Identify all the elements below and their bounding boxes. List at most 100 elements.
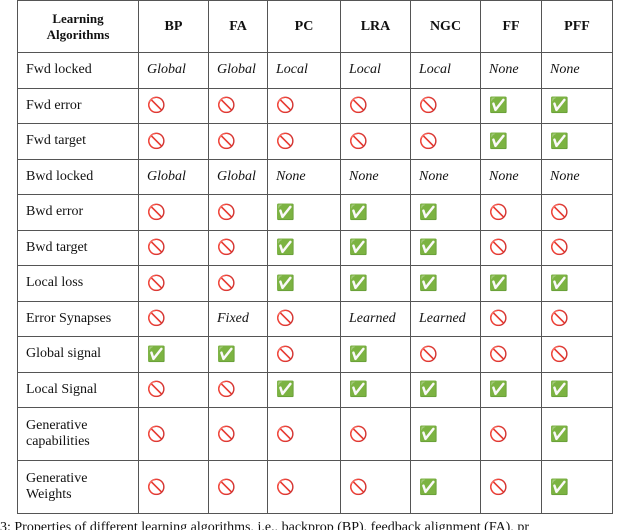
cell-icon: 🚫 xyxy=(138,194,209,231)
row-label: Bwd locked xyxy=(17,158,139,195)
header-cell: FF xyxy=(480,0,542,53)
cell-text: Learned xyxy=(340,300,411,337)
row-label: Generative Weights xyxy=(17,460,139,514)
cell-icon: 🚫 xyxy=(410,123,481,160)
cell-icon: ✅ xyxy=(410,460,481,514)
cell-icon: 🚫 xyxy=(267,300,341,337)
cell-icon: 🚫 xyxy=(138,300,209,337)
cell-icon: 🚫 xyxy=(340,87,411,124)
cell-icon: 🚫 xyxy=(138,87,209,124)
cell-text: Learned xyxy=(410,300,481,337)
row-label: Local loss xyxy=(17,265,139,302)
cell-icon: ✅ xyxy=(340,194,411,231)
cell-icon: ✅ xyxy=(410,265,481,302)
cell-icon: 🚫 xyxy=(541,229,613,266)
row: Error Synapses 🚫 Fixed 🚫 Learned Learned 🚫 🚫 xyxy=(17,300,613,337)
cell-icon: 🚫 xyxy=(208,229,268,266)
cell-icon: ✅ xyxy=(480,371,542,408)
cell-icon: 🚫 xyxy=(267,123,341,160)
row-label: Generative capabilities xyxy=(17,407,139,461)
row: Bwd locked Global Global None None None None No… xyxy=(17,158,613,195)
cell-icon: ✅ xyxy=(267,265,341,302)
cell-icon: ✅ xyxy=(208,336,268,373)
cell-icon: ✅ xyxy=(138,336,209,373)
row: Fwd target 🚫 🚫 🚫 🚫 🚫 ✅ ✅ xyxy=(17,123,613,160)
cell-icon: 🚫 xyxy=(340,460,411,514)
row: Local Signal 🚫 🚫 ✅ ✅ ✅ ✅ ✅ xyxy=(17,371,613,408)
row: Fwd locked Global Global Local Local Local Non… xyxy=(17,52,613,89)
cell-icon: 🚫 xyxy=(480,194,542,231)
caption: 3: Properties of different learning algo… xyxy=(0,520,529,530)
row: Local loss 🚫 🚫 ✅ ✅ ✅ ✅ ✅ xyxy=(17,265,613,302)
row-label: Fwd locked xyxy=(17,52,139,89)
cell-icon: 🚫 xyxy=(541,336,613,373)
row: Bwd target 🚫 🚫 ✅ ✅ ✅ 🚫 🚫 xyxy=(17,229,613,266)
row-label: Fwd target xyxy=(17,123,139,160)
row-label: Error Synapses xyxy=(17,300,139,337)
row-label: Bwd error xyxy=(17,194,139,231)
cell-icon: 🚫 xyxy=(410,336,481,373)
cell-icon: 🚫 xyxy=(208,194,268,231)
cell-icon: ✅ xyxy=(267,371,341,408)
row: Generative capabilities 🚫 🚫 🚫 🚫 ✅ 🚫 ✅ xyxy=(17,407,613,461)
row-label: Global signal xyxy=(17,336,139,373)
cell-text: None xyxy=(541,158,613,195)
cell-icon: 🚫 xyxy=(340,123,411,160)
cell-icon: ✅ xyxy=(541,371,613,408)
cell-icon: 🚫 xyxy=(480,229,542,266)
cell-icon: 🚫 xyxy=(480,300,542,337)
cell-icon: ✅ xyxy=(410,229,481,266)
row: Fwd error 🚫 🚫 🚫 🚫 🚫 ✅ ✅ xyxy=(17,87,613,124)
cell-icon: ✅ xyxy=(410,371,481,408)
header-cell: Learning Algorithms xyxy=(17,0,139,53)
cell-icon: 🚫 xyxy=(267,460,341,514)
cell-icon: ✅ xyxy=(340,265,411,302)
row: Global signal ✅ ✅ 🚫 ✅ 🚫 🚫 🚫 xyxy=(17,336,613,373)
row-label: Fwd error xyxy=(17,87,139,124)
cell-text: None xyxy=(267,158,341,195)
cell-icon: 🚫 xyxy=(340,407,411,461)
cell-icon: 🚫 xyxy=(208,371,268,408)
cell-text: Local xyxy=(340,52,411,89)
properties-table: Learning Algorithms BP FA PC LRA NGC FF PFF Fwd… xyxy=(17,0,613,514)
cell-icon: 🚫 xyxy=(480,407,542,461)
cell-icon: 🚫 xyxy=(138,265,209,302)
cell-icon: ✅ xyxy=(410,407,481,461)
cell-icon: ✅ xyxy=(480,87,542,124)
cell-icon: 🚫 xyxy=(208,460,268,514)
cell-icon: ✅ xyxy=(541,407,613,461)
cell-icon: 🚫 xyxy=(138,229,209,266)
cell-text: Local xyxy=(410,52,481,89)
cell-icon: ✅ xyxy=(480,265,542,302)
header-cell: PC xyxy=(267,0,341,53)
cell-icon: ✅ xyxy=(340,371,411,408)
cell-text: Global xyxy=(208,52,268,89)
cell-icon: ✅ xyxy=(541,87,613,124)
header-cell: LRA xyxy=(340,0,411,53)
cell-icon: 🚫 xyxy=(267,87,341,124)
cell-icon: ✅ xyxy=(541,460,613,514)
cell-text: None xyxy=(340,158,411,195)
cell-icon: ✅ xyxy=(410,194,481,231)
header-cell: NGC xyxy=(410,0,481,53)
cell-icon: 🚫 xyxy=(208,123,268,160)
cell-icon: ✅ xyxy=(340,229,411,266)
row-label: Local Signal xyxy=(17,371,139,408)
cell-text: Global xyxy=(208,158,268,195)
header-cell: BP xyxy=(138,0,209,53)
cell-icon: 🚫 xyxy=(138,407,209,461)
table-body: Fwd locked Global Global Local Local Local Non… xyxy=(17,52,613,514)
row-label: Bwd target xyxy=(17,229,139,266)
cell-text: Fixed xyxy=(208,300,268,337)
cell-text: Global xyxy=(138,158,209,195)
cell-icon: 🚫 xyxy=(208,87,268,124)
cell-icon: 🚫 xyxy=(267,407,341,461)
cell-icon: 🚫 xyxy=(138,460,209,514)
cell-icon: 🚫 xyxy=(208,265,268,302)
cell-icon: ✅ xyxy=(267,229,341,266)
cell-icon: ✅ xyxy=(340,336,411,373)
cell-icon: ✅ xyxy=(541,265,613,302)
header-row: Learning Algorithms BP FA PC LRA NGC FF PFF xyxy=(17,0,613,53)
header-cell: FA xyxy=(208,0,268,53)
